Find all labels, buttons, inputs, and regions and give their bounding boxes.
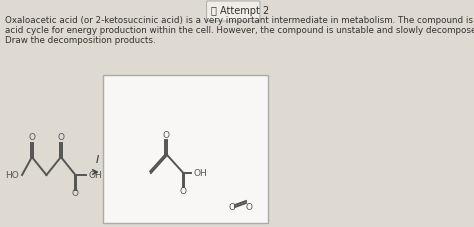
- Text: O: O: [228, 203, 236, 212]
- Text: OH: OH: [88, 170, 102, 180]
- Text: Draw the decomposition products.: Draw the decomposition products.: [5, 36, 155, 45]
- Text: acid cycle for energy production within the cell. However, the compound is unsta: acid cycle for energy production within …: [5, 26, 474, 35]
- Text: I: I: [96, 155, 100, 165]
- Text: O: O: [163, 131, 169, 140]
- Text: O: O: [57, 133, 64, 141]
- FancyBboxPatch shape: [207, 1, 260, 21]
- Text: O: O: [28, 133, 36, 141]
- Text: HO: HO: [5, 170, 18, 180]
- Text: O: O: [246, 203, 253, 212]
- Text: O: O: [72, 190, 79, 198]
- FancyBboxPatch shape: [103, 75, 268, 223]
- Text: ⓤ Attempt 2: ⓤ Attempt 2: [210, 6, 269, 16]
- Text: OH: OH: [194, 168, 208, 178]
- Text: O: O: [180, 188, 187, 197]
- Text: Oxaloacetic acid (or 2-ketosuccinic acid) is a very important intermediate in me: Oxaloacetic acid (or 2-ketosuccinic acid…: [5, 16, 474, 25]
